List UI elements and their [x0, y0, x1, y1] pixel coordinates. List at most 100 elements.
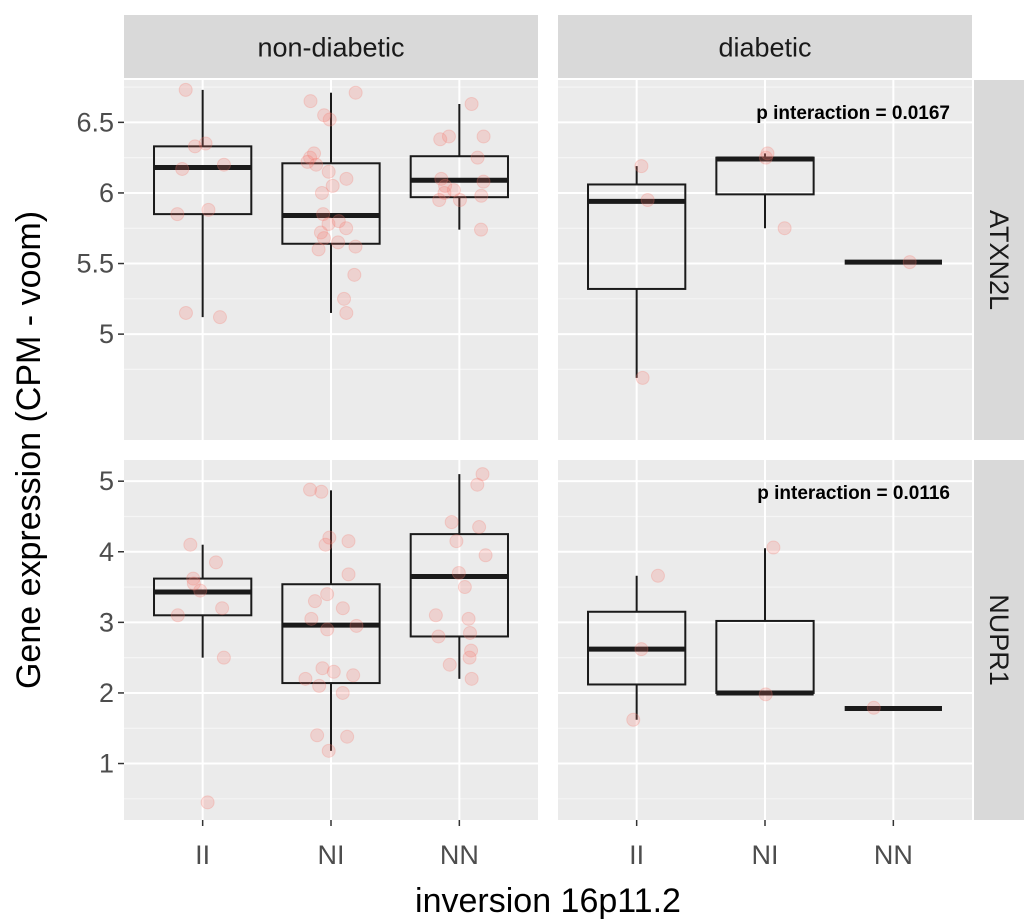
box-rect: [281, 162, 381, 245]
data-point: [183, 537, 198, 552]
x-tick-label: NI: [318, 840, 345, 870]
data-point: [200, 795, 215, 810]
data-point: [758, 687, 773, 702]
data-point: [866, 700, 881, 715]
data-point: [326, 664, 341, 679]
data-point: [461, 611, 476, 626]
data-point: [464, 97, 479, 111]
box-NN: [844, 255, 942, 270]
data-point: [322, 112, 337, 127]
x-tick-label: NN: [440, 840, 479, 870]
data-point: [331, 214, 346, 229]
y-tick-label: 5.5: [76, 249, 114, 279]
data-point: [472, 520, 487, 535]
data-point: [341, 534, 356, 549]
data-point: [309, 157, 324, 172]
y-tick-label: 6.5: [76, 107, 114, 137]
y-axis-title: Gene expression (CPM - voom): [10, 211, 48, 689]
data-point: [341, 567, 356, 582]
panel-ATXN2L-non-diabetic: [124, 80, 538, 440]
box-rect: [409, 533, 509, 638]
box-rect: [587, 183, 687, 290]
data-point: [321, 743, 336, 758]
data-point: [475, 467, 490, 482]
box-rect: [281, 583, 381, 685]
box-rect: [409, 155, 509, 199]
p-interaction-label: p interaction = 0.0116: [757, 483, 950, 504]
data-point: [310, 728, 325, 743]
x-tick-label: II: [629, 840, 644, 870]
data-point: [758, 150, 773, 165]
box-NI: [281, 85, 381, 320]
y-tick-label: 3: [99, 607, 114, 637]
strip-label-ATXN2L: ATXN2L: [984, 210, 1014, 310]
data-point: [634, 159, 649, 174]
data-point: [348, 85, 363, 100]
x-tick-label: NN: [874, 840, 913, 870]
data-point: [198, 136, 213, 151]
data-point: [339, 305, 354, 320]
data-point: [307, 594, 322, 609]
y-tick-label: 5: [99, 466, 114, 496]
data-point: [335, 601, 350, 616]
data-point: [298, 671, 313, 686]
data-point: [433, 132, 448, 147]
data-point: [434, 171, 449, 186]
data-point: [311, 242, 326, 257]
x-axis-title: inversion 16p11.2: [415, 882, 681, 920]
box-NN: [409, 467, 509, 686]
box-NN: [844, 700, 942, 715]
data-point: [313, 225, 328, 240]
strip-right-NUPR1: [974, 460, 1024, 820]
data-point: [339, 221, 354, 236]
data-point: [325, 178, 340, 193]
data-point: [470, 150, 485, 165]
data-point: [320, 587, 335, 602]
data-point: [314, 185, 329, 200]
data-point: [346, 668, 361, 683]
y-tick-label: 6: [99, 178, 114, 208]
box-rect: [153, 577, 253, 617]
data-point: [187, 139, 202, 154]
data-point: [349, 618, 364, 633]
data-point: [347, 267, 362, 282]
box-II: [587, 568, 687, 727]
data-point: [640, 193, 655, 207]
data-point: [626, 712, 641, 727]
data-point: [462, 650, 477, 665]
box-II: [153, 537, 253, 810]
data-point: [304, 611, 319, 626]
data-point: [215, 601, 230, 616]
x-tick-label: NI: [752, 840, 779, 870]
data-point: [186, 576, 201, 591]
data-point: [777, 221, 792, 236]
data-point: [451, 565, 466, 580]
data-point: [212, 310, 227, 325]
strip-right-ATXN2L: [974, 80, 1024, 440]
data-point: [170, 207, 185, 222]
data-point: [442, 657, 457, 672]
data-point: [303, 150, 318, 165]
strip-label-NUPR1: NUPR1: [984, 594, 1014, 686]
data-point: [216, 157, 231, 172]
data-point: [457, 580, 472, 595]
data-point: [464, 671, 479, 686]
data-point: [635, 370, 650, 385]
data-point: [315, 661, 330, 676]
box-NI: [715, 540, 815, 702]
panel-NUPR1-diabetic: p interaction = 0.0116: [558, 460, 972, 820]
data-point: [175, 161, 190, 176]
data-point: [438, 178, 453, 193]
data-point: [193, 583, 208, 598]
data-point: [320, 622, 335, 637]
data-point: [317, 108, 332, 123]
data-point: [339, 171, 354, 186]
panel-NUPR1-non-diabetic: [124, 460, 538, 820]
y-tick-label: 5: [99, 319, 114, 349]
data-point: [428, 608, 443, 623]
data-point: [470, 477, 485, 492]
data-point: [178, 305, 193, 320]
y-tick-label: 4: [99, 537, 114, 567]
y-tick-label: 2: [99, 678, 114, 708]
data-point: [340, 729, 355, 744]
